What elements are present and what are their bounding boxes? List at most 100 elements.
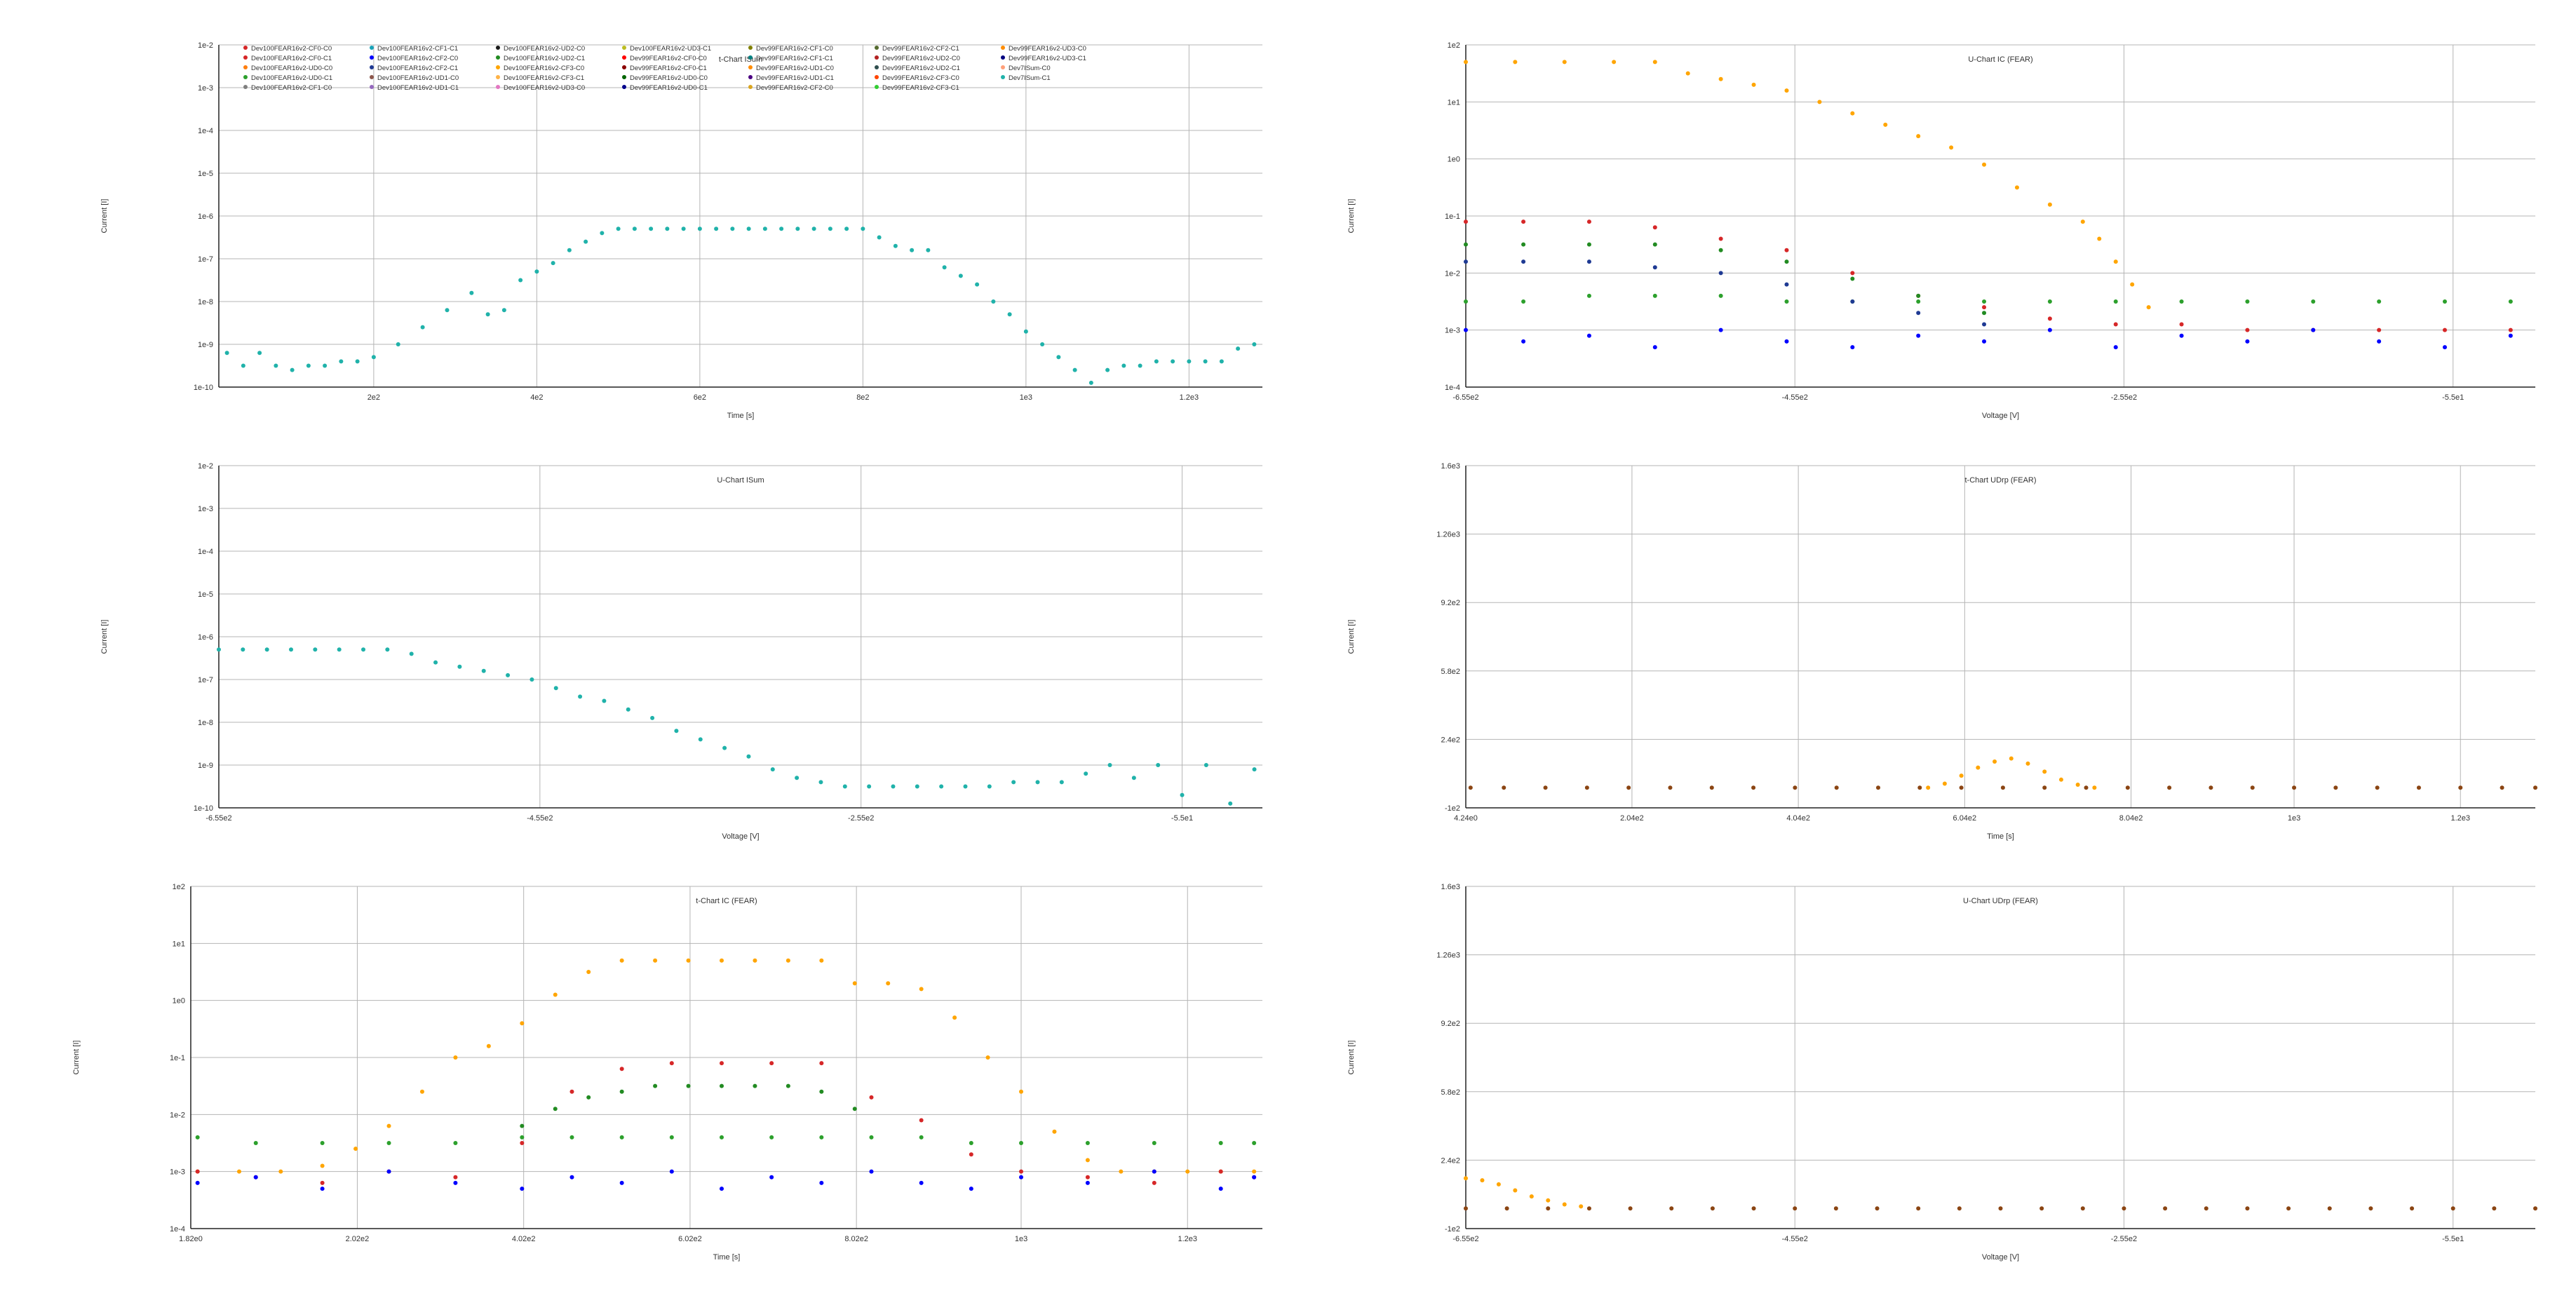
data-point xyxy=(2179,322,2184,327)
legend-marker xyxy=(370,55,374,60)
data-point xyxy=(619,958,624,963)
legend-marker xyxy=(622,75,626,79)
data-point xyxy=(730,227,735,231)
data-point xyxy=(1875,1206,1880,1211)
data-point xyxy=(1957,1206,1962,1211)
data-point xyxy=(2377,327,2382,332)
x-tick-label: -5.5e1 xyxy=(1171,814,1193,823)
data-point xyxy=(2333,785,2338,790)
data-point xyxy=(1107,763,1112,767)
x-tick-label: -2.55e2 xyxy=(2111,393,2137,402)
y-tick-label: 1e-3 xyxy=(170,1168,185,1177)
legend-label: Dev99FEAR16v2-UD2-C1 xyxy=(882,65,960,72)
data-point xyxy=(785,1083,790,1088)
data-point xyxy=(910,248,915,252)
data-point xyxy=(719,1061,724,1066)
y-tick-label: 1.6e3 xyxy=(1441,883,1460,891)
data-point xyxy=(481,668,486,673)
data-point xyxy=(2042,769,2047,774)
data-point xyxy=(1917,785,1922,790)
data-point xyxy=(224,351,229,356)
legend-marker xyxy=(748,85,753,89)
y-tick-label: 1e-1 xyxy=(170,1054,185,1062)
y-tick-label: 1e1 xyxy=(173,940,185,948)
y-tick-label: 1e-1 xyxy=(1445,212,1460,221)
data-point xyxy=(2500,785,2504,790)
y-tick-label: 1e0 xyxy=(1448,156,1460,164)
data-point xyxy=(719,1135,724,1140)
legend-marker xyxy=(496,46,500,50)
data-point xyxy=(253,1141,258,1145)
data-point xyxy=(569,1175,574,1180)
data-point xyxy=(520,1135,525,1140)
data-point xyxy=(1529,1194,1534,1199)
data-point xyxy=(1072,367,1077,372)
legend-label: Dev7ISum-C1 xyxy=(1009,74,1051,82)
data-point xyxy=(714,227,719,231)
chart-svg-3: 1e-10 1e-9 1e-8 1e-7 1e-6 1e-5 1e-4 1e-3 1e-2 -6.… xyxy=(100,462,1262,841)
data-point xyxy=(1252,1175,1257,1180)
data-point xyxy=(2080,219,2085,224)
data-point xyxy=(1652,345,1657,350)
legend-label: Dev100FEAR16v2-CF3-C0 xyxy=(504,65,584,72)
data-point xyxy=(746,754,751,759)
y-tick-label: -1e2 xyxy=(1445,804,1460,813)
x-tick-label: 1.82e0 xyxy=(179,1235,203,1243)
data-point xyxy=(969,1152,973,1157)
data-point xyxy=(1626,785,1631,790)
data-point xyxy=(323,363,328,368)
legend-label: Dev100FEAR16v2-CF1-C1 xyxy=(377,45,458,53)
data-point xyxy=(195,1180,200,1185)
y-tick-label: 2.4e2 xyxy=(1441,736,1460,744)
legend-marker xyxy=(748,55,753,60)
x-tick-label: -4.55e2 xyxy=(1782,1235,1808,1243)
data-point xyxy=(1119,1169,1124,1174)
data-point xyxy=(2250,785,2255,790)
data-point xyxy=(1784,248,1789,252)
y-tick-label: 1e-7 xyxy=(198,255,213,264)
y-tick-label: 1e-3 xyxy=(198,505,213,513)
data-point xyxy=(386,1169,391,1174)
data-point xyxy=(1521,219,1526,224)
data-point xyxy=(313,647,318,652)
data-point xyxy=(1584,785,1589,790)
data-point xyxy=(1784,282,1789,287)
data-point xyxy=(1084,771,1088,776)
data-point xyxy=(1793,1206,1798,1211)
data-point xyxy=(1019,1089,1024,1094)
data-point xyxy=(975,282,980,287)
data-point xyxy=(2075,782,2080,787)
legend-label: Dev100FEAR16v2-CF2-C1 xyxy=(377,65,458,72)
x-tick-label: -6.55e2 xyxy=(1452,393,1478,402)
x-tick-label: 8.04e2 xyxy=(2119,814,2143,823)
data-point xyxy=(1850,271,1855,276)
data-point xyxy=(1504,1206,1509,1211)
data-point xyxy=(1850,345,1855,350)
legend-marker xyxy=(243,46,248,50)
data-point xyxy=(1059,780,1064,785)
data-point xyxy=(669,1169,674,1174)
data-point xyxy=(626,707,630,712)
data-point xyxy=(1718,236,1723,241)
data-point xyxy=(217,647,221,652)
x-tick-label: 1.2e3 xyxy=(1178,1235,1197,1243)
data-point xyxy=(241,363,245,368)
data-point xyxy=(769,1061,774,1066)
data-point xyxy=(795,227,800,231)
x-axis-label: Time [s] xyxy=(1987,832,2014,841)
data-point xyxy=(1187,359,1192,364)
data-point xyxy=(2179,333,2184,338)
data-point xyxy=(686,1083,691,1088)
data-point xyxy=(2245,299,2250,304)
chart-panel-3: 1e-10 1e-9 1e-8 1e-7 1e-6 1e-5 1e-4 1e-3 1e-2 -6.… xyxy=(0,449,1288,849)
x-tick-label: 1e3 xyxy=(2288,814,2300,823)
legend-marker xyxy=(370,75,374,79)
legend-marker xyxy=(1001,65,1005,69)
legend-label: Dev99FEAR16v2-CF3-C1 xyxy=(882,84,959,92)
data-point xyxy=(1219,359,1224,364)
chart-panel-6: -1e2 2.4e2 5.8e2 9.2e2 1.26e3 1.6e3 -6.55e2 -4.… xyxy=(1288,870,2576,1269)
data-point xyxy=(1252,342,1257,346)
data-point xyxy=(1513,1188,1518,1193)
data-point xyxy=(1496,1182,1501,1187)
